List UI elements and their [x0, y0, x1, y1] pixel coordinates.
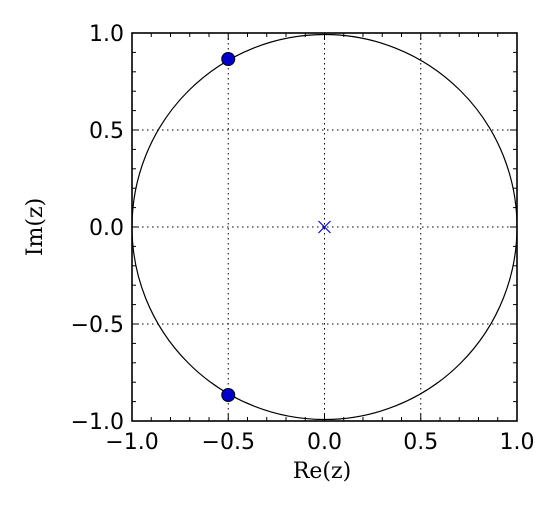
- y-tick-label: −0.5: [71, 313, 124, 338]
- x-tick-label: −0.5: [202, 430, 255, 455]
- y-tick-labels: −1.0 −0.5 0.0 0.5 1.0: [71, 22, 124, 435]
- x-tick-labels: −1.0 −0.5 0.0 0.5 1.0: [105, 430, 534, 455]
- pole-marker-0: [318, 220, 331, 234]
- x-axis-label: Re(z): [293, 459, 351, 484]
- y-tick-label: 0.0: [89, 216, 124, 241]
- axis-ticks: [131, 32, 518, 422]
- zero-marker-1: [221, 388, 236, 403]
- y-axis-label: Im(z): [23, 198, 48, 256]
- x-tick-label: 1.0: [500, 430, 535, 455]
- x-tick-label: −1.0: [105, 430, 158, 455]
- y-tick-label: 1.0: [89, 22, 124, 47]
- data-marks: [221, 51, 331, 403]
- x-tick-label: 0.5: [403, 430, 438, 455]
- x-tick-label: 0.0: [307, 430, 342, 455]
- y-tick-label: −1.0: [71, 410, 124, 435]
- zero-marker-0: [221, 51, 236, 66]
- y-tick-label: 0.5: [89, 119, 124, 144]
